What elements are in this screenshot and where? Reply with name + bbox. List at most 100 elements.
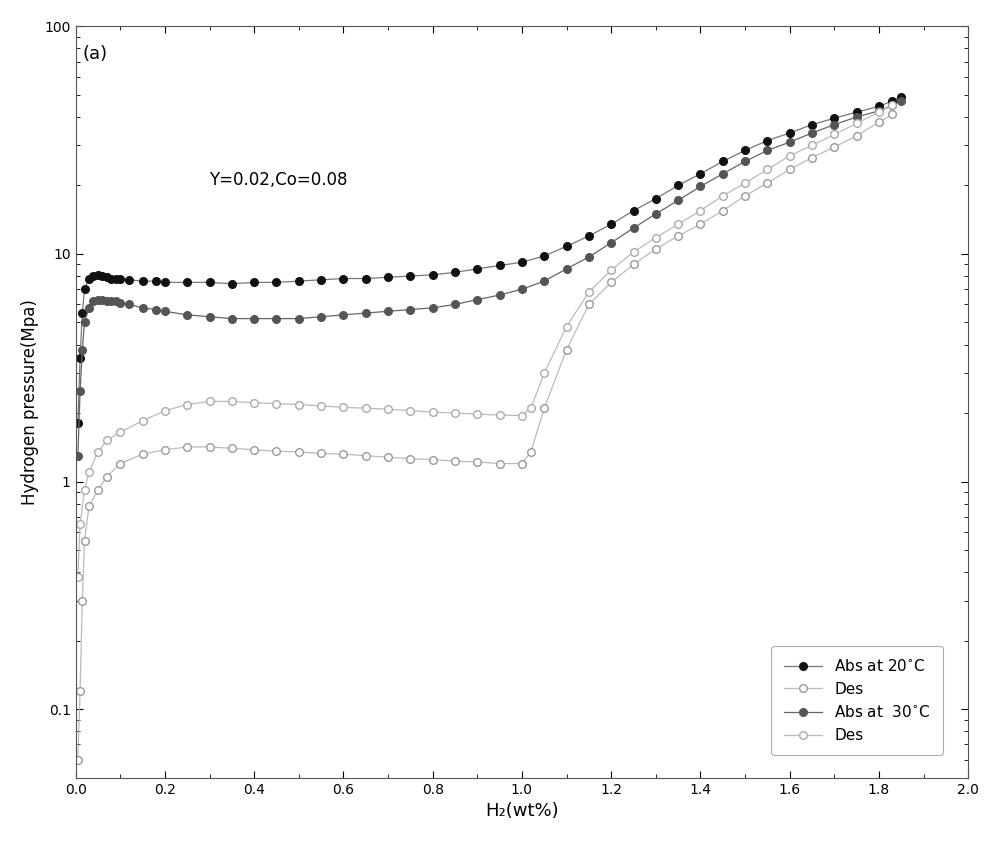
Des (226, 396, 238, 406)
Abs at  30$^{\circ}$C (382, 306, 394, 316)
Des (886, 100, 898, 110)
Des (293, 399, 305, 410)
Des (79, 484, 91, 495)
Des (739, 178, 751, 188)
Abs at  30$^{\circ}$C (538, 276, 550, 286)
Des (226, 443, 238, 453)
Abs at 20$^{\circ}$C (404, 271, 416, 281)
Line: Abs at 20$^{\circ}$C: Abs at 20$^{\circ}$C (74, 93, 905, 427)
Abs at  30$^{\circ}$C (204, 312, 216, 322)
Abs at  30$^{\circ}$C (96, 294, 108, 304)
Abs at 20$^{\circ}$C (886, 96, 898, 106)
Abs at  30$^{\circ}$C (293, 314, 305, 324)
Des (494, 410, 506, 420)
Abs at  30$^{\circ}$C (561, 264, 573, 274)
Abs at  30$^{\circ}$C (739, 156, 751, 167)
Abs at 20$^{\circ}$C (76, 308, 88, 318)
Abs at  30$^{\circ}$C (895, 96, 907, 106)
Abs at  30$^{\circ}$C (248, 314, 260, 324)
Abs at  30$^{\circ}$C (605, 238, 617, 248)
Des (828, 142, 840, 152)
Abs at 20$^{\circ}$C (204, 278, 216, 288)
Des (761, 165, 773, 175)
Des (76, 595, 88, 606)
Abs at  30$^{\circ}$C (72, 451, 84, 461)
Des (181, 399, 193, 410)
Des (137, 415, 149, 426)
Des (404, 405, 416, 415)
Des (204, 396, 216, 406)
Abs at 20$^{\circ}$C (471, 264, 483, 274)
Abs at  30$^{\circ}$C (76, 345, 88, 355)
Abs at  30$^{\circ}$C (123, 299, 135, 309)
Abs at 20$^{\circ}$C (895, 92, 907, 102)
Abs at 20$^{\circ}$C (672, 181, 684, 191)
Abs at 20$^{\circ}$C (650, 193, 662, 204)
Des (873, 107, 885, 117)
Des (181, 442, 193, 452)
Des (717, 191, 729, 201)
Des (449, 408, 461, 418)
Des (72, 754, 84, 764)
Des (293, 447, 305, 457)
Des (605, 265, 617, 275)
Des (694, 205, 706, 215)
Abs at 20$^{\circ}$C (105, 273, 117, 283)
Des (516, 458, 528, 468)
Abs at  30$^{\circ}$C (110, 296, 122, 306)
Abs at  30$^{\circ}$C (101, 296, 113, 306)
Des (561, 345, 573, 355)
Abs at 20$^{\circ}$C (516, 257, 528, 267)
Des (784, 165, 796, 175)
Des (650, 233, 662, 243)
Des (583, 299, 595, 309)
Y-axis label: Hydrogen pressure(Mpa): Hydrogen pressure(Mpa) (21, 299, 39, 505)
Des (74, 519, 86, 529)
Abs at 20$^{\circ}$C (605, 220, 617, 230)
Des (494, 458, 506, 468)
Abs at  30$^{\circ}$C (471, 294, 483, 304)
Des (672, 231, 684, 241)
Abs at  30$^{\circ}$C (226, 314, 238, 324)
Abs at 20$^{\circ}$C (83, 273, 95, 283)
Abs at 20$^{\circ}$C (137, 276, 149, 286)
Abs at 20$^{\circ}$C (761, 135, 773, 145)
Abs at 20$^{\circ}$C (427, 270, 439, 280)
Des (337, 402, 349, 412)
Abs at 20$^{\circ}$C (851, 107, 863, 117)
Des (525, 447, 537, 457)
Abs at  30$^{\circ}$C (672, 195, 684, 205)
Abs at 20$^{\circ}$C (87, 271, 99, 281)
Des (360, 451, 372, 461)
Des (784, 151, 796, 161)
Abs at 20$^{\circ}$C (79, 284, 91, 294)
Des (628, 259, 640, 269)
Line: Des: Des (74, 102, 896, 581)
Abs at 20$^{\circ}$C (181, 278, 193, 288)
Abs at  30$^{\circ}$C (270, 314, 282, 324)
Abs at  30$^{\circ}$C (494, 290, 506, 300)
Abs at 20$^{\circ}$C (270, 278, 282, 288)
Abs at  30$^{\circ}$C (784, 137, 796, 147)
Abs at  30$^{\circ}$C (105, 296, 117, 306)
Text: Y=0.02,Co=0.08: Y=0.02,Co=0.08 (210, 172, 348, 189)
Abs at 20$^{\circ}$C (293, 276, 305, 286)
Des (605, 278, 617, 288)
Des (739, 191, 751, 201)
Abs at 20$^{\circ}$C (449, 267, 461, 278)
Des (114, 458, 126, 468)
Des (315, 401, 327, 411)
Abs at  30$^{\circ}$C (886, 100, 898, 110)
Des (471, 409, 483, 419)
Des (92, 484, 104, 495)
Abs at  30$^{\circ}$C (87, 296, 99, 306)
Abs at 20$^{\circ}$C (784, 128, 796, 138)
Des (886, 109, 898, 119)
Des (538, 368, 550, 378)
Abs at 20$^{\circ}$C (382, 272, 394, 283)
Des (315, 448, 327, 458)
Abs at  30$^{\circ}$C (427, 303, 439, 313)
Abs at  30$^{\circ}$C (315, 312, 327, 322)
Des (828, 130, 840, 140)
Des (159, 405, 171, 415)
